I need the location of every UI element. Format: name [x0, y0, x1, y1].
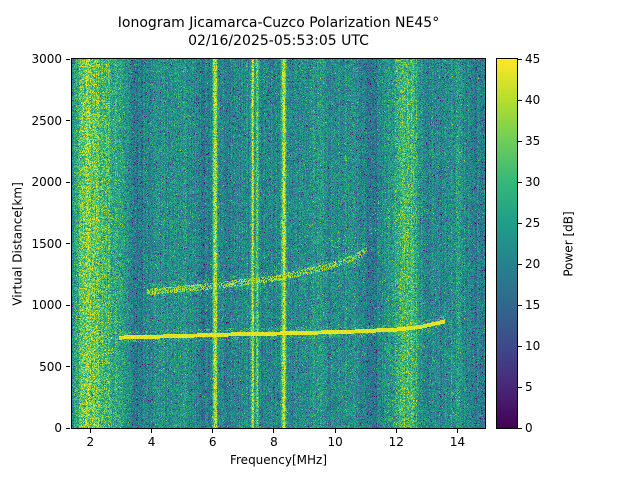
y-tick-mark [66, 304, 70, 306]
y-axis-label: Virtual Distance[km] [10, 182, 25, 306]
chart-title: Ionogram Jicamarca-Cuzco Polarization NE… [117, 15, 440, 31]
colorbar-tick-mark [518, 181, 522, 183]
colorbar-tick-label: 25 [525, 216, 541, 230]
colorbar-label: Power [dB] [561, 211, 576, 277]
x-tick-mark [89, 429, 91, 433]
colorbar-tick-label: 40 [525, 93, 541, 107]
x-tick-label: 12 [388, 435, 404, 449]
colorbar-tick-mark [518, 345, 522, 347]
chart-subtitle: 02/16/2025-05:53:05 UTC [188, 33, 369, 49]
colorbar-tick-mark [518, 222, 522, 224]
y-tick-mark [66, 427, 70, 429]
colorbar-tick-label: 0 [525, 421, 533, 435]
colorbar-tick-label: 30 [525, 175, 541, 189]
colorbar-tick-mark [518, 386, 522, 388]
x-tick-label: 2 [86, 435, 95, 449]
y-tick-label: 2000 [31, 175, 62, 189]
y-tick-label: 1000 [31, 298, 62, 312]
colorbar-tick-mark [518, 263, 522, 265]
colorbar-tick-mark [518, 304, 522, 306]
colorbar-canvas [497, 59, 517, 428]
x-tick-label: 14 [449, 435, 466, 449]
y-tick-mark [66, 243, 70, 244]
x-tick-mark [334, 429, 336, 433]
y-tick-mark [66, 120, 70, 121]
x-tick-label: 10 [327, 435, 343, 449]
y-tick-label: 500 [39, 359, 62, 374]
x-tick-mark [273, 429, 275, 433]
x-tick-label: 8 [270, 435, 278, 449]
x-tick-label: 4 [147, 435, 156, 449]
x-tick-mark [212, 429, 214, 433]
colorbar-tick-label: 45 [525, 52, 541, 66]
y-tick-label: 1500 [31, 236, 62, 251]
y-tick-mark [66, 58, 70, 60]
x-tick-mark [151, 429, 153, 433]
x-tick-mark [395, 429, 397, 433]
y-tick-label: 0 [54, 421, 62, 435]
y-tick-label: 2500 [31, 113, 62, 128]
y-tick-mark [66, 366, 70, 367]
colorbar-tick-mark [518, 140, 522, 142]
colorbar-tick-mark [518, 427, 522, 429]
colorbar-tick-label: 35 [525, 134, 541, 148]
y-tick-mark [66, 181, 70, 183]
colorbar-tick-label: 20 [525, 257, 541, 271]
colorbar-tick-label: 5 [525, 380, 533, 394]
colorbar-tick-label: 10 [525, 339, 541, 353]
x-tick-label: 6 [208, 435, 217, 449]
colorbar-tick-label: 15 [525, 298, 541, 312]
heatmap-canvas [72, 59, 485, 428]
y-tick-label: 3000 [31, 52, 62, 66]
x-tick-mark [456, 429, 458, 433]
colorbar-tick-mark [518, 58, 522, 60]
colorbar-tick-mark [518, 99, 522, 101]
x-axis-label: Frequency[MHz] [229, 453, 328, 467]
